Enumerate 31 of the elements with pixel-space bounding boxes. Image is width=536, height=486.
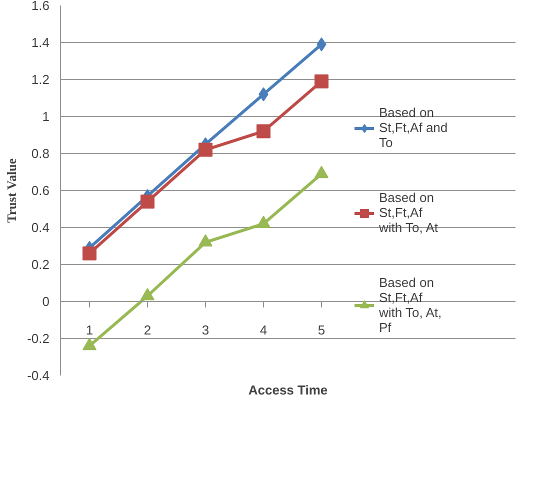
point: [198, 142, 212, 157]
y-tick-label: 0: [42, 294, 50, 309]
y-tick-label: -0.2: [27, 331, 50, 346]
point: [198, 234, 212, 247]
x-tick-label: 4: [260, 322, 268, 338]
x-tick-label: 3: [202, 322, 210, 338]
point: [314, 74, 328, 88]
legend-label: Based on St,Ft,Af with To, At, Pf: [379, 275, 442, 335]
y-tick-label: -0.4: [27, 368, 50, 383]
point: [140, 194, 154, 209]
y-tick-label: 0.8: [31, 146, 50, 161]
legend-label: Based on St,Ft,Af and To: [379, 105, 448, 150]
y-axis-title: Trust Value: [4, 158, 20, 223]
x-tick-label: 5: [318, 322, 326, 338]
point: [256, 216, 270, 228]
x-axis-title: Access Time: [248, 382, 328, 398]
point: [256, 124, 270, 138]
y-tick-label: 1.6: [31, 0, 50, 13]
y-tick-label: 1.2: [31, 72, 50, 87]
y-tick-label: 0.4: [31, 220, 50, 235]
y-tick-label: 1: [42, 109, 50, 124]
x-tick-label: 1: [86, 322, 94, 338]
point: [82, 246, 96, 260]
y-tick-label: 1.4: [31, 35, 50, 50]
legend-label: Based on St,Ft,Af with To, At: [379, 190, 438, 235]
point: [314, 166, 328, 178]
y-tick-label: 0.2: [31, 257, 50, 272]
x-tick-label: 2: [144, 322, 152, 338]
point: [82, 338, 96, 350]
y-tick-label: 0.6: [31, 183, 50, 198]
point: [140, 288, 154, 300]
